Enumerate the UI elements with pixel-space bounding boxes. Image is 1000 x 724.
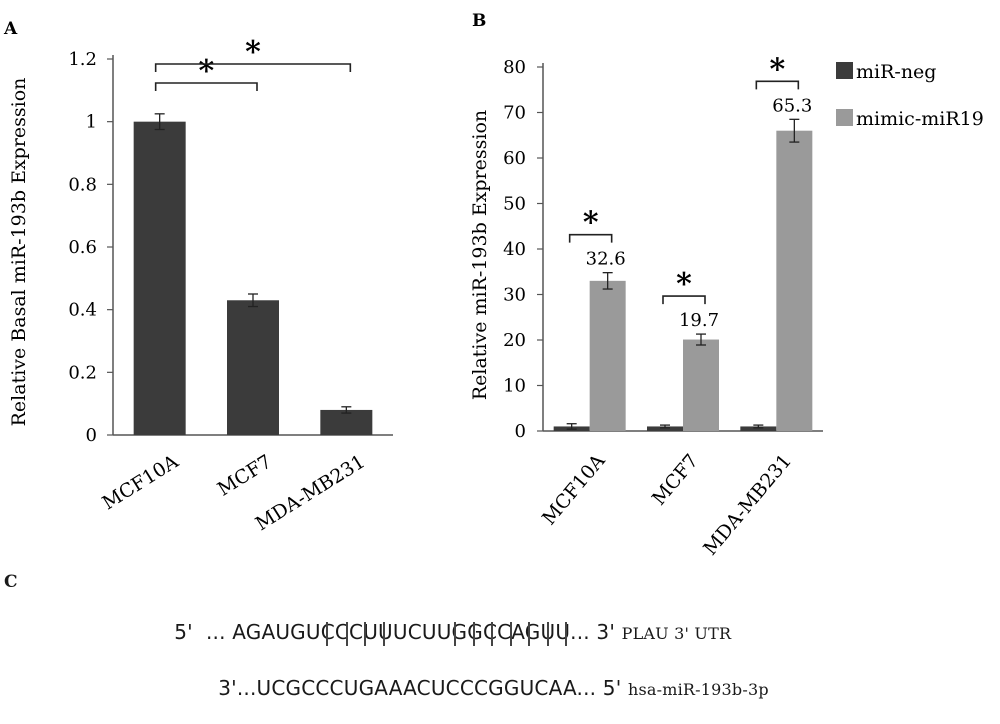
significance-star: * bbox=[245, 35, 261, 70]
pair-tick bbox=[364, 622, 366, 646]
significance-star: * bbox=[769, 52, 785, 87]
significance-star: * bbox=[198, 54, 214, 89]
pair-tick bbox=[528, 622, 530, 646]
y-tick-label: 0.4 bbox=[68, 300, 97, 321]
y-tick-label: 0 bbox=[86, 425, 97, 446]
sequence-alignment: C 5' ... AGAUGUCCCUUUCUUGGCCAGUU... 3' P… bbox=[0, 560, 1000, 700]
bar-mcf7-mir-neg bbox=[647, 426, 683, 431]
pair-tick bbox=[346, 622, 348, 646]
figure-canvas: A B 0 0.2 0.4 0.6 0.8 1 1.2 Relative Basal miR-… bbox=[3, 11, 984, 560]
plau-utr-label: PLAU 3' UTR bbox=[621, 624, 732, 643]
y-tick-label: 10 bbox=[503, 376, 526, 397]
x-tick-label: MCF7 bbox=[214, 451, 276, 501]
legend-label-mimic-mir19: mimic-miR19 bbox=[856, 108, 984, 130]
bar-mcf10a bbox=[133, 121, 186, 436]
mirna-label: hsa-miR-193b-3p bbox=[627, 680, 769, 699]
panel-label-b: B bbox=[472, 11, 486, 31]
y-tick-label: 40 bbox=[503, 239, 526, 260]
y-tick-label: 0.2 bbox=[68, 362, 97, 383]
significance-bracket bbox=[568, 233, 613, 243]
plau-utr-sequence: ... AGAUGUCCCUUUCUUGGCCAGUU... 3' bbox=[205, 620, 616, 644]
mirna-sequence: 3'...UCGCCCUGAAACUCCCGGUCAA... 5' bbox=[218, 676, 622, 700]
y-tick-label: 60 bbox=[503, 148, 526, 169]
significance-star: * bbox=[583, 206, 599, 241]
y-tick-label: 30 bbox=[503, 285, 526, 306]
legend-swatch-mir-neg bbox=[836, 62, 853, 79]
x-tick-label: MCF10A bbox=[538, 450, 610, 530]
y-tick-label: 1 bbox=[86, 112, 97, 133]
y-axis-label: Relative miR-193b Expression bbox=[469, 110, 491, 400]
bar-mcf7-mimic-mir19 bbox=[683, 339, 719, 431]
pair-tick bbox=[383, 622, 385, 646]
significance-bracket bbox=[154, 82, 258, 91]
chart-b: 0 10 20 30 40 50 60 70 80 Relative miR-193b Expre… bbox=[469, 52, 984, 559]
y-tick-label: 80 bbox=[503, 57, 526, 78]
x-tick-label: MCF7 bbox=[648, 450, 703, 510]
pair-tick bbox=[326, 622, 328, 646]
significance-bracket bbox=[755, 80, 800, 90]
pair-tick bbox=[547, 622, 549, 646]
data-label: 32.6 bbox=[586, 249, 626, 270]
sequence-line-1: 5' ... AGAUGUCCCUUUCUUGGCCAGUU... 3' PLA… bbox=[148, 596, 731, 668]
y-axis-label: Relative Basal miR-193b Expression bbox=[8, 78, 30, 427]
panel-label-c: C bbox=[4, 572, 18, 592]
x-tick-label: MDA-MB231 bbox=[699, 450, 796, 560]
y-tick-label: 0 bbox=[515, 421, 526, 442]
pair-tick bbox=[565, 622, 567, 646]
pair-tick bbox=[491, 622, 493, 646]
significance-bracket bbox=[154, 63, 352, 72]
pair-tick bbox=[510, 622, 512, 646]
y-tick-label: 50 bbox=[503, 194, 526, 215]
data-label: 19.7 bbox=[679, 310, 719, 331]
bar-mda-mb231-mimic-mir19 bbox=[776, 130, 813, 431]
legend-swatch-mimic-mir19 bbox=[836, 109, 853, 126]
sequence-line-2: 3'...UCGCCCUGAAACUCCCGGUCAA... 5' hsa-mi… bbox=[192, 652, 769, 724]
pair-tick bbox=[454, 622, 456, 646]
data-label: 65.3 bbox=[772, 95, 812, 116]
significance-bracket bbox=[662, 295, 706, 305]
bar-mcf7 bbox=[227, 300, 279, 435]
bar-mcf10a-mimic-mir19 bbox=[589, 280, 626, 431]
y-tick-label: 20 bbox=[503, 330, 526, 351]
significance-star: * bbox=[676, 267, 692, 302]
pair-tick bbox=[473, 622, 475, 646]
chart-a: 0 0.2 0.4 0.6 0.8 1 1.2 Relative Basal miR-193b… bbox=[8, 35, 393, 535]
legend-label-mir-neg: miR-neg bbox=[856, 61, 936, 83]
y-tick-label: 0.6 bbox=[68, 237, 97, 258]
panel-label-a: A bbox=[3, 19, 18, 39]
sequence-5prime: 5' bbox=[174, 620, 193, 644]
x-tick-label: MCF10A bbox=[99, 450, 183, 514]
y-tick-label: 70 bbox=[503, 103, 526, 124]
y-tick-label: 0.8 bbox=[68, 174, 97, 195]
bar-mda-mb231 bbox=[320, 409, 373, 435]
bar-mda-mb231-mir-neg bbox=[740, 426, 777, 431]
y-tick-label: 1.2 bbox=[68, 49, 97, 70]
